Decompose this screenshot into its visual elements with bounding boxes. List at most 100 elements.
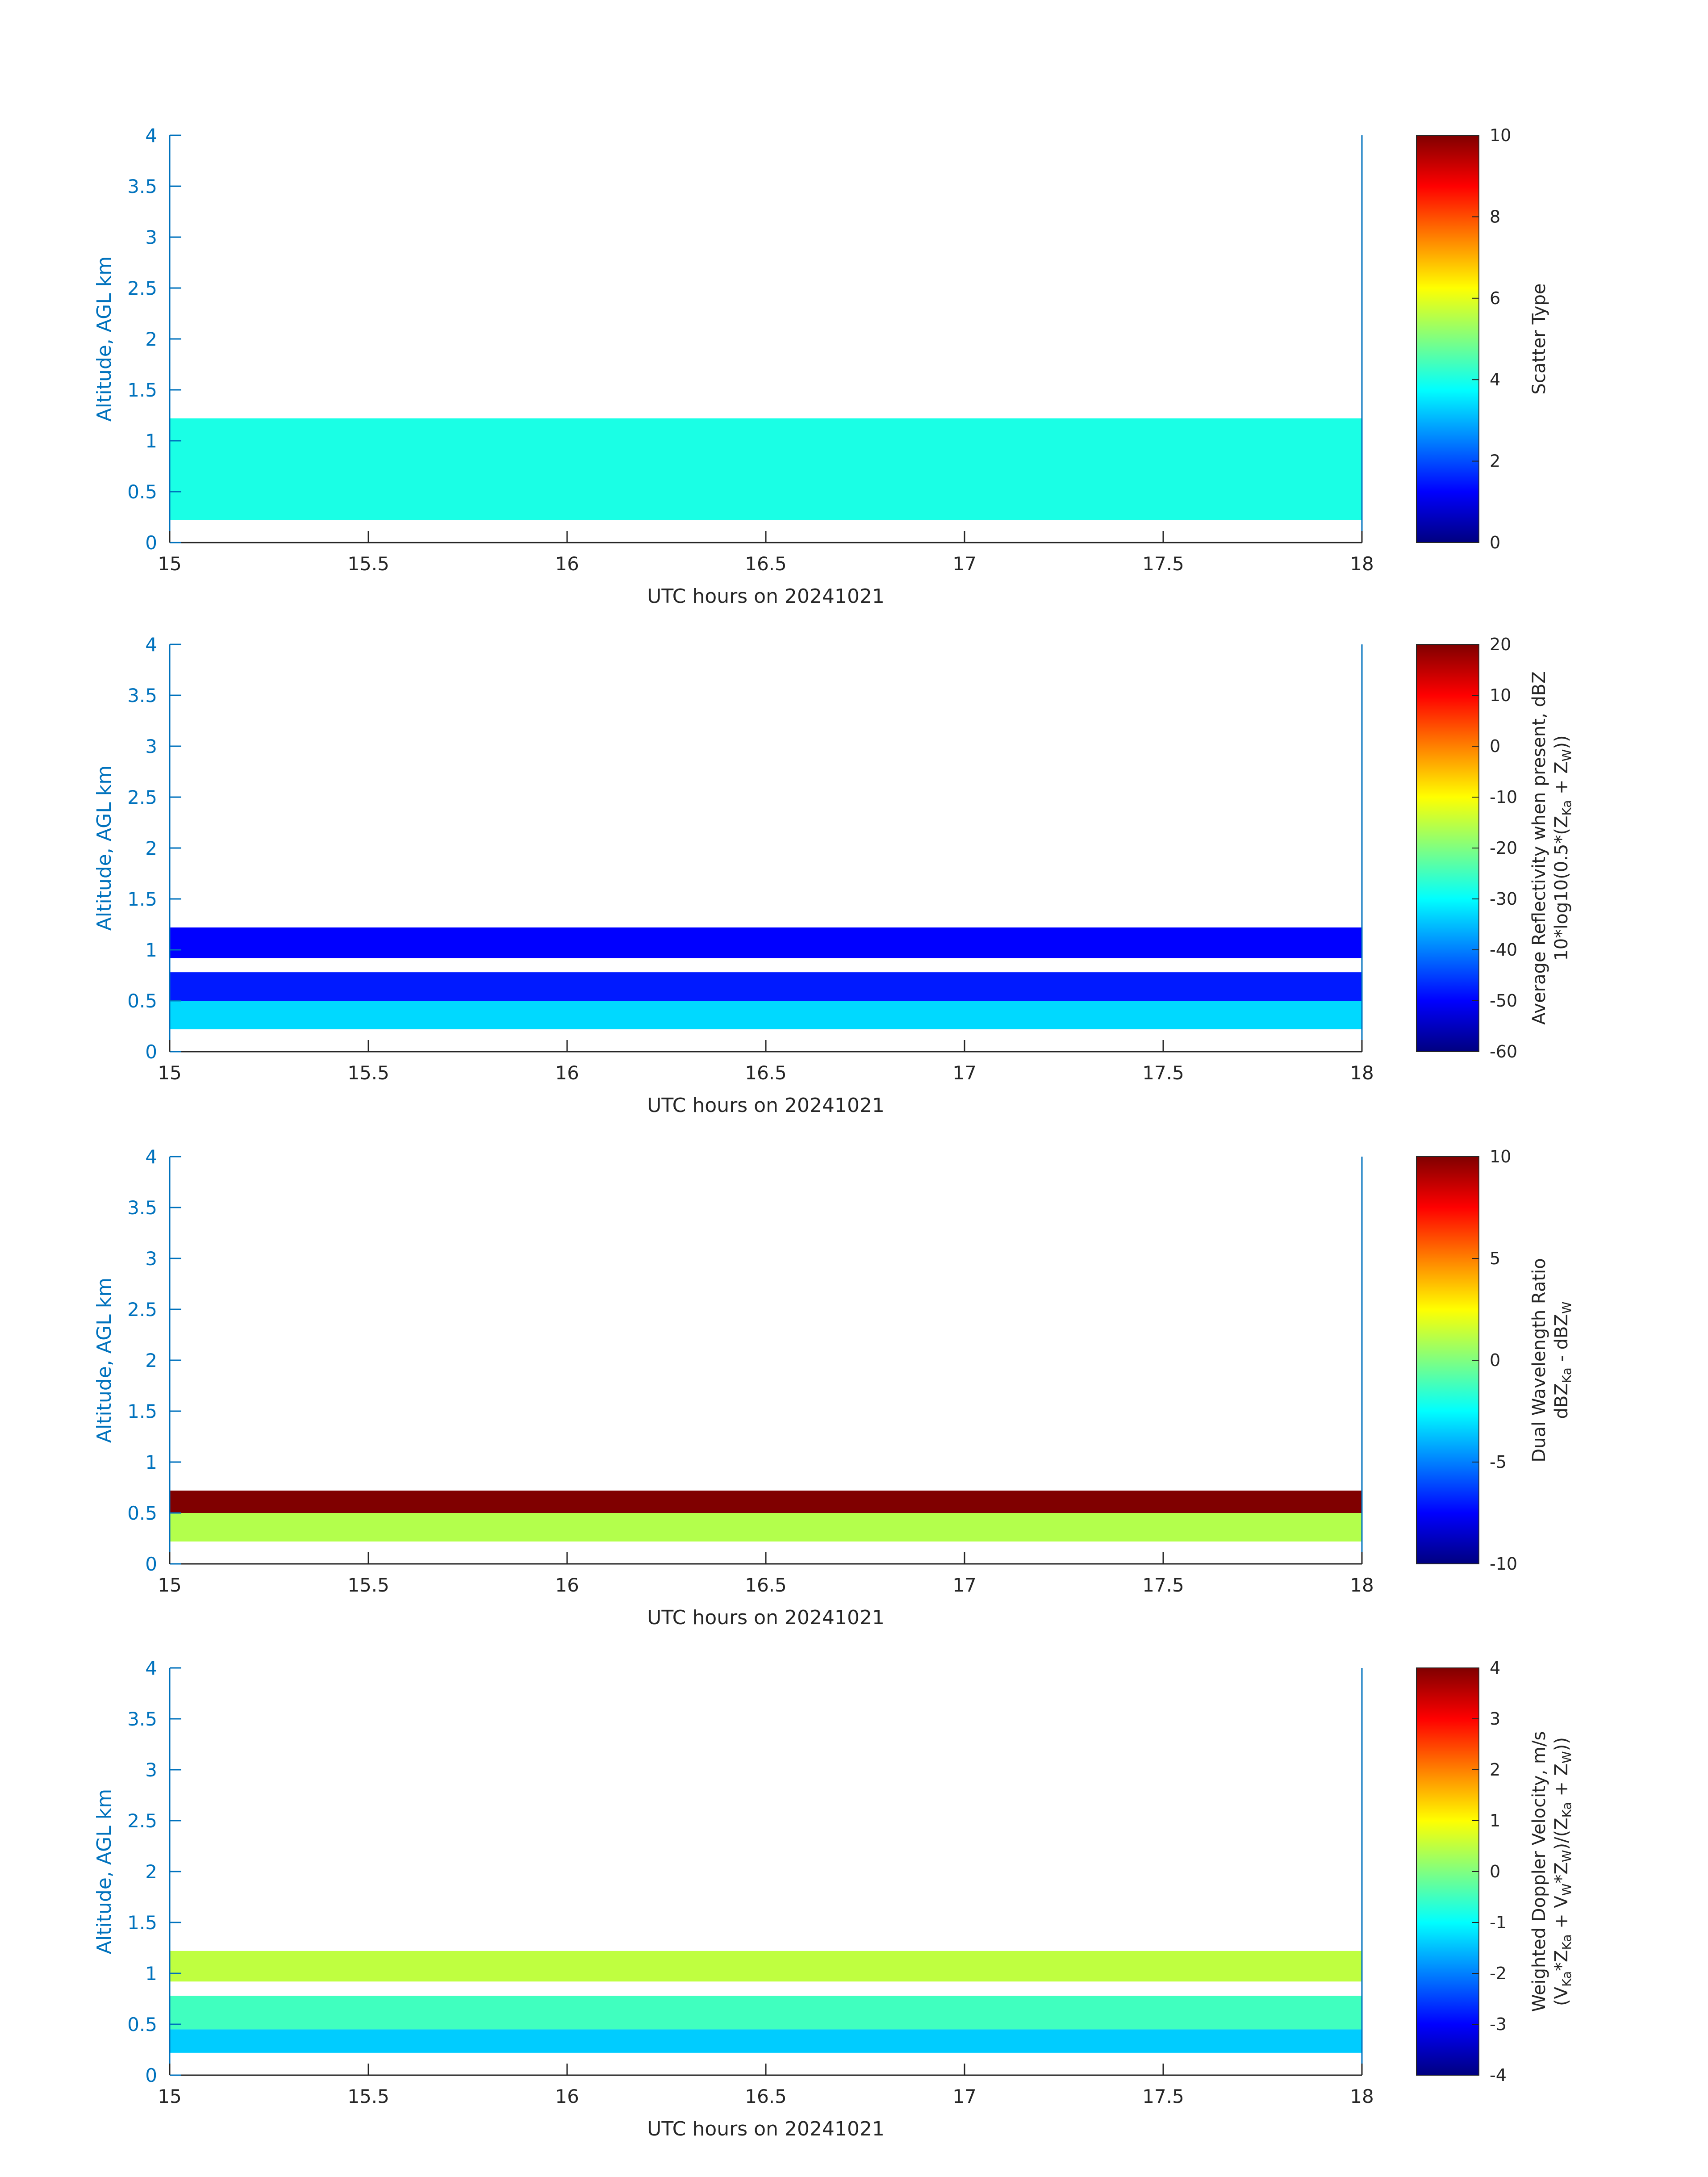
data-layer-2 [170,1996,1362,2030]
colorbar-label-text: *Z [1551,1862,1572,1883]
x-tick-label: 16.5 [745,1574,787,1596]
colorbar-label-text: dBZ [1551,1383,1572,1419]
colorbar-label-text: + Z [1551,1763,1572,1802]
colorbar-tick-label: -30 [1490,889,1517,909]
colorbar: 0 2 4 6 8 10 Scatter Type [1416,125,1549,552]
x-tick-label: 15 [158,2085,181,2107]
x-tick-label: 16 [555,1574,579,1596]
colorbar-bar [1416,1156,1479,1564]
y-tick-label: 3 [145,735,157,757]
data-layers [170,1951,1362,2053]
y-tick-label: 2.5 [127,786,157,808]
colorbar-label-subscript: Ka [1559,1802,1574,1818]
colorbar-tick-label: 2 [1490,451,1500,471]
x-tick-label: 15 [158,553,181,575]
colorbar-tick-label: -60 [1490,1042,1517,1061]
x-tick-label: 16 [555,2085,579,2107]
y-tick-label: 2 [145,1861,157,1883]
x-tick-label: 17.5 [1142,1574,1184,1596]
x-tick-label: 17 [952,1062,976,1084]
colorbar-label-subscript: Ka [1559,800,1574,816]
y-tick-label: 1.5 [127,1912,157,1934]
x-tick-label: 18 [1350,2085,1374,2107]
x-axis-label: UTC hours on 20241021 [647,1094,885,1117]
colorbar-label-line2: 10*log10(0.5*(ZKa + ZW)) [1551,735,1574,961]
colorbar-tick-label: 0 [1490,1350,1500,1370]
colorbar-tick-label: -1 [1490,1913,1507,1932]
y-tick-label: 1.5 [127,379,157,401]
colorbar-tick-label: 10 [1490,685,1511,705]
y-tick-label: 3.5 [127,1708,157,1730]
colorbar-tick-label: -5 [1490,1452,1507,1472]
y-axis-label: Altitude, AGL km [93,765,116,931]
data-layer-3 [170,927,1362,958]
y-tick-label: 4 [145,634,157,656]
x-axis-label: UTC hours on 20241021 [647,585,885,608]
colorbar-tick-label: 8 [1490,207,1500,226]
y-tick-label: 2 [145,837,157,859]
colorbar-tick-label: 20 [1490,635,1511,654]
x-tick-label: 17.5 [1142,2085,1184,2107]
data-layer-1 [170,466,1362,520]
x-tick-label: 15 [158,1574,181,1596]
x-tick-label: 15.5 [347,2085,389,2107]
colorbar-label-subscript: W [1559,749,1574,762]
x-tick-label: 16.5 [745,2085,787,2107]
colorbar-tick-label: -3 [1490,2014,1507,2034]
colorbar-label-subscript: W [1559,1301,1574,1314]
x-tick-label: 16.5 [745,553,787,575]
colorbar-label-line1: Scatter Type [1529,284,1549,395]
colorbar-tick-label: -4 [1490,2065,1507,2085]
colorbar-label-text: 10*log10(0.5*(Z [1551,816,1572,961]
x-tick-label: 18 [1350,553,1374,575]
colorbar-tick-label: 0 [1490,533,1500,552]
y-tick-label: 0.5 [127,990,157,1012]
x-tick-label: 17 [952,1574,976,1596]
y-tick-label: 3.5 [127,175,157,197]
colorbar-label-subscript: Ka [1559,1367,1574,1383]
x-tick-label: 15.5 [347,553,389,575]
colorbar-tick-label: 4 [1490,370,1500,389]
y-axis-label: Altitude, AGL km [93,1789,116,1954]
colorbar-label-line2: dBZKa - dBZW [1551,1301,1574,1419]
x-tick-label: 18 [1350,1062,1374,1084]
y-tick-label: 1 [145,1451,157,1473]
y-tick-label: 2 [145,328,157,350]
panel-3: 0 0.5 1 1.5 2 2.5 3 3.5 4 15 15.5 16 16.5 17 17.5 18 Alt… [93,1146,1574,1629]
y-tick-label: 4 [145,1146,157,1168]
colorbar-label-line2: (VKa*ZKa + VW*ZW)/(ZKa + ZW)) [1551,1737,1574,2006]
colorbar-label-text: )) [1551,1737,1572,1751]
y-tick-label: 1.5 [127,1400,157,1422]
colorbar-label-subscript: W [1559,1850,1574,1862]
data-layer-2 [170,418,1362,466]
x-tick-label: 15.5 [347,1062,389,1084]
colorbar-label-text: )) [1551,735,1572,749]
data-layers [170,927,1362,1029]
y-tick-label: 0.5 [127,1502,157,1524]
x-tick-label: 15.5 [347,1574,389,1596]
colorbar-label-text: + Z [1551,761,1572,800]
colorbar-label-subscript: Ka [1559,1971,1574,1987]
colorbar-label-text: - dBZ [1551,1314,1572,1367]
y-tick-label: 4 [145,1657,157,1679]
data-layers [170,1490,1362,1542]
colorbar-tick-label: 3 [1490,1709,1500,1729]
colorbar-tick-label: 4 [1490,1658,1500,1678]
data-layer-1 [170,1001,1362,1029]
colorbar-label-line1: Weighted Doppler Velocity, m/s [1529,1731,1549,2012]
colorbar-tick-label: 2 [1490,1760,1500,1780]
colorbar-tick-label: -20 [1490,838,1517,858]
y-tick-label: 3 [145,226,157,248]
x-tick-label: 17.5 [1142,553,1184,575]
y-tick-label: 0 [145,2064,157,2086]
x-tick-label: 17.5 [1142,1062,1184,1084]
y-axis-label: Altitude, AGL km [93,256,116,422]
data-layer-1 [170,1513,1362,1542]
panel-4: 0 0.5 1 1.5 2 2.5 3 3.5 4 15 15.5 16 16.5 17 17.5 18 Alt… [93,1657,1574,2140]
x-tick-label: 17 [952,553,976,575]
colorbar-tick-label: 5 [1490,1249,1500,1268]
y-tick-label: 3.5 [127,1197,157,1219]
colorbar-tick-label: -40 [1490,940,1517,960]
y-tick-label: 2.5 [127,1810,157,1832]
